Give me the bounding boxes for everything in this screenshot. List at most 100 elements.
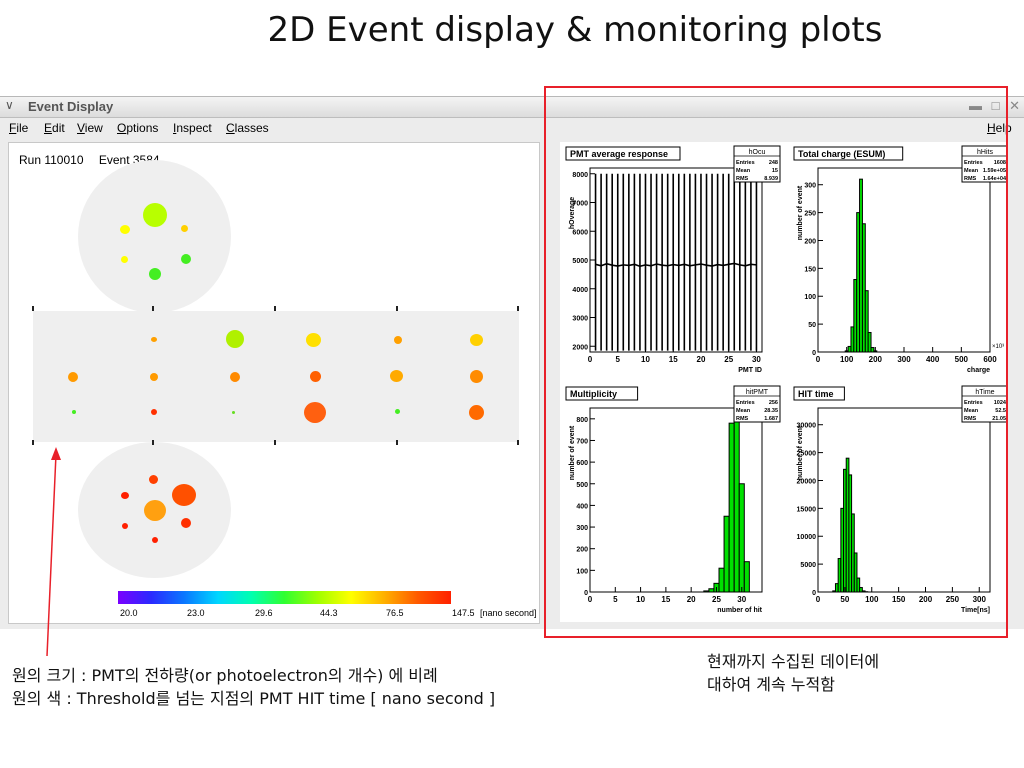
menu-classes[interactable]: Classes <box>226 121 269 135</box>
x-axis-label: Time[ns] <box>961 607 990 614</box>
menu-options[interactable]: Options <box>117 121 159 135</box>
pmt-hit[interactable] <box>152 537 158 543</box>
close-icon[interactable]: ✕ <box>1009 98 1020 113</box>
window-buttons: ▬ □ ✕ <box>963 98 1020 114</box>
y-tick-label: 3000 <box>572 316 588 323</box>
pmt-hit[interactable] <box>306 333 321 347</box>
x-tick-label: 15 <box>661 595 670 604</box>
stats-key: Mean <box>964 168 979 174</box>
highlight-box <box>544 86 1008 638</box>
pmt-hit[interactable] <box>72 410 76 414</box>
pmt-hit[interactable] <box>181 518 191 528</box>
pmt-hit[interactable] <box>144 500 166 521</box>
note-right-line-1: 현재까지 수집된 데이터에 <box>707 652 880 671</box>
pmt-hit[interactable] <box>470 334 483 346</box>
plot-title: Total charge (ESUM) <box>798 149 885 159</box>
stats-key: Entries <box>736 400 755 406</box>
stats-value: 52.5 <box>995 408 1006 414</box>
pmt-hit[interactable] <box>143 203 167 227</box>
plot-title-box <box>565 146 681 161</box>
stats-value: 1024 <box>994 400 1007 406</box>
y-tick-label: 200 <box>576 547 588 554</box>
pmt-hit[interactable] <box>149 475 158 484</box>
run-info: Run 110010 Event 3584 <box>19 153 172 167</box>
y-tick-label: 30000 <box>797 423 817 430</box>
y-tick-label: 8000 <box>572 172 588 179</box>
pmt-hit[interactable] <box>304 402 326 423</box>
y-tick-label: 7000 <box>572 201 588 208</box>
run-number: Run 110010 <box>19 153 84 167</box>
y-tick-label: 0 <box>812 590 816 597</box>
pmt-hit[interactable] <box>121 256 128 263</box>
x-tick-label: 200 <box>919 595 933 604</box>
stats-name: hOcu <box>749 149 766 156</box>
pmt-hit[interactable] <box>150 373 158 381</box>
pmt-hit[interactable] <box>151 337 157 342</box>
plot-frame <box>817 407 991 593</box>
pmt-hit[interactable] <box>395 409 400 414</box>
y-tick-label: 5000 <box>572 258 588 265</box>
pmt-hit[interactable] <box>181 254 191 264</box>
pmt-hit[interactable] <box>122 523 128 529</box>
pmt-hit[interactable] <box>120 225 130 234</box>
pmt-hit[interactable] <box>394 336 402 344</box>
minimize-icon[interactable]: ▬ <box>968 98 982 113</box>
stats-key: Mean <box>736 168 751 174</box>
stats-key: Mean <box>736 408 751 414</box>
menu-file[interactable]: File <box>9 121 29 135</box>
pmt-hit[interactable] <box>172 484 196 506</box>
window-menu-icon[interactable]: ∨ <box>5 98 14 112</box>
pmt-hit[interactable] <box>310 371 321 382</box>
menu-view[interactable]: View <box>77 121 103 135</box>
plot-title-box <box>793 146 904 161</box>
stats-value: 28.35 <box>764 408 778 414</box>
time-color-bar <box>118 591 451 604</box>
x-tick-label: 200 <box>869 355 883 364</box>
barrel-tick <box>274 306 276 311</box>
pmt-hit[interactable] <box>181 225 188 232</box>
pmt-hit[interactable] <box>68 372 78 382</box>
x-tick-label: 5 <box>616 355 621 364</box>
window-titlebar[interactable]: ∨ Event Display ▬ □ ✕ <box>0 97 1024 118</box>
y-axis-label: number of event <box>569 425 576 480</box>
pmt-hit[interactable] <box>470 370 483 383</box>
note-left-line-2: 원의 색 : Threshold를 넘는 지점의 PMT HIT time [ … <box>12 689 496 708</box>
plot-title-box <box>565 386 639 401</box>
colorbar-label: 29.6 <box>255 608 273 618</box>
x-tick-label: 0 <box>588 355 593 364</box>
barrel-tick <box>274 440 276 445</box>
stats-key: Entries <box>964 400 983 406</box>
y-tick-label: 700 <box>576 438 588 445</box>
y-tick-label: 6000 <box>572 229 588 236</box>
y-tick-label: 25000 <box>797 451 817 458</box>
menu-edit[interactable]: Edit <box>44 121 65 135</box>
y-tick-label: 100 <box>576 568 588 575</box>
pmt-hit[interactable] <box>121 492 129 499</box>
stats-box <box>961 145 1009 183</box>
stats-value: 1.687 <box>764 416 778 422</box>
x-tick-label: 5 <box>613 595 618 604</box>
stats-value: 8.939 <box>764 176 778 182</box>
colorbar-unit: [nano second] <box>480 608 537 618</box>
pmt-hit[interactable] <box>230 372 240 382</box>
x-axis-label: charge <box>967 367 990 374</box>
y-tick-label: 4000 <box>572 287 588 294</box>
x-tick-label: 20 <box>687 595 696 604</box>
monitoring-plots-canvas[interactable]: 0 5 10 15 20 25 30 2000 3000 4000 5000 6000 7000 8000… <box>560 142 1009 622</box>
pmt-hit[interactable] <box>226 330 244 348</box>
stats-box <box>733 385 781 423</box>
menu-inspect[interactable]: Inspect <box>173 121 212 135</box>
pmt-hit[interactable] <box>149 268 161 280</box>
x-tick-label: 100 <box>840 355 854 364</box>
x-tick-label: 30 <box>752 355 761 364</box>
pmt-hit[interactable] <box>151 409 157 415</box>
y-axis-label: number of event <box>797 425 804 480</box>
stats-name: hHits <box>977 149 993 156</box>
barrel-tick <box>517 440 519 445</box>
pmt-hit[interactable] <box>390 370 403 382</box>
pmt-hit[interactable] <box>469 405 484 420</box>
pmt-hit[interactable] <box>232 411 235 414</box>
maximize-icon[interactable]: □ <box>991 98 1000 113</box>
stats-value: 21.05 <box>992 416 1006 422</box>
y-tick-label: 5000 <box>800 562 816 569</box>
